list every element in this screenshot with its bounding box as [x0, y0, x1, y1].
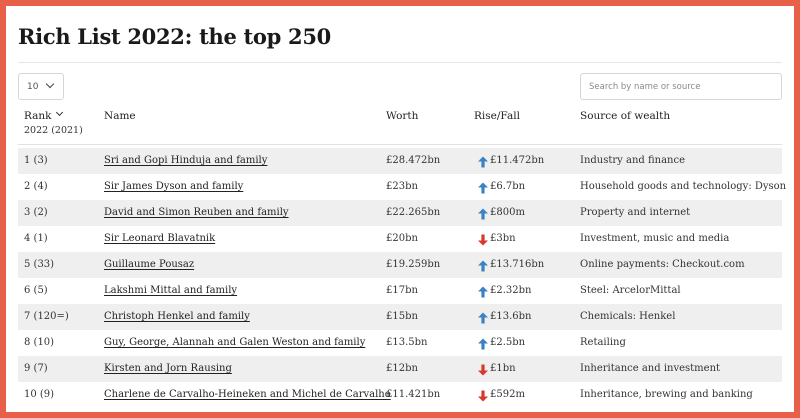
name-link[interactable]: David and Simon Reuben and family	[104, 207, 289, 218]
table-header: Rank 2022 (2021) Name Worth Rise/Fall So…	[6, 108, 794, 148]
source-cell: Property and internet	[580, 207, 691, 218]
worth-cell: £20bn	[386, 233, 418, 244]
page-size-value: 10	[27, 81, 39, 92]
rise-fall-cell: £13.6bn	[490, 311, 532, 322]
source-cell: Investment, music and media	[580, 233, 730, 244]
worth-cell: £23bn	[386, 181, 418, 192]
name-link[interactable]: Charlene de Carvalho-Heineken and Michel…	[104, 389, 391, 400]
table-row: 8 (10) Guy, George, Alannah and Galen Wes…	[18, 330, 782, 356]
rank-cell: 10 (9)	[24, 389, 55, 400]
title-divider	[18, 62, 782, 63]
name-link[interactable]: Lakshmi Mittal and family	[104, 285, 238, 296]
source-cell: Retailing	[580, 337, 626, 348]
arrow-down-icon	[478, 390, 488, 402]
arrow-up-icon	[478, 312, 488, 324]
rise-fall-cell: £13.716bn	[490, 259, 545, 270]
source-cell: Chemicals: Henkel	[580, 311, 676, 322]
rank-cell: 9 (7)	[24, 363, 48, 374]
rank-cell: 6 (5)	[24, 285, 48, 296]
rise-fall-cell: £592m	[490, 389, 525, 400]
page-size-select[interactable]: 10	[18, 73, 64, 100]
sort-chevron-icon	[55, 108, 63, 117]
rich-list-widget: Rich List 2022: the top 250 10 Rank 2022…	[6, 6, 794, 412]
worth-cell: £19.259bn	[386, 259, 441, 270]
table-body: 1 (3) Sri and Gopi Hinduja and family £28.…	[18, 148, 786, 408]
chevron-down-icon	[45, 79, 55, 89]
worth-cell: £12bn	[386, 363, 418, 374]
rise-fall-cell: £2.32bn	[490, 285, 532, 296]
worth-cell: £13.5bn	[386, 337, 428, 348]
worth-cell: £28.472bn	[386, 155, 441, 166]
header-divider	[18, 144, 782, 145]
table-row: 2 (4) Sir James Dyson and family £23bn £6.7…	[18, 174, 786, 200]
rank-cell: 8 (10)	[24, 337, 55, 348]
rise-fall-cell: £2.5bn	[490, 337, 526, 348]
table-row: 10 (9) Charlene de Carvalho-Heineken and …	[18, 382, 782, 408]
rise-fall-cell: £1bn	[490, 363, 516, 374]
worth-cell: £17bn	[386, 285, 418, 296]
name-link[interactable]: Guy, George, Alannah and Galen Weston an…	[104, 337, 366, 348]
rank-cell: 3 (2)	[24, 207, 48, 218]
name-link[interactable]: Christoph Henkel and family	[104, 311, 250, 322]
arrow-up-icon	[478, 182, 488, 194]
name-link[interactable]: Sir James Dyson and family	[104, 181, 244, 192]
table-row: 6 (5) Lakshmi Mittal and family £17bn £2.32…	[18, 278, 782, 304]
rise-fall-cell: £3bn	[490, 233, 516, 244]
table-row: 7 (120=) Christoph Henkel and family £15bn…	[18, 304, 782, 330]
arrow-up-icon	[478, 156, 488, 168]
rise-fall-cell: £6.7bn	[490, 181, 526, 192]
name-link[interactable]: Sri and Gopi Hinduja and family	[104, 155, 268, 166]
rank-cell: 1 (3)	[24, 155, 48, 166]
worth-cell: £22.265bn	[386, 207, 441, 218]
source-cell: Inheritance and investment	[580, 363, 721, 374]
rank-cell: 2 (4)	[24, 181, 48, 192]
column-header-rise-fall[interactable]: Rise/Fall	[474, 110, 520, 122]
name-link[interactable]: Guillaume Pousaz	[104, 259, 195, 270]
arrow-down-icon	[478, 234, 488, 246]
arrow-up-icon	[478, 338, 488, 350]
name-link[interactable]: Sir Leonard Blavatnik	[104, 233, 216, 244]
source-cell: Household goods and technology: Dyson	[580, 181, 787, 192]
source-cell: Industry and finance	[580, 155, 686, 166]
column-header-name[interactable]: Name	[104, 110, 136, 122]
rise-fall-cell: £800m	[490, 207, 525, 218]
source-cell: Online payments: Checkout.com	[580, 259, 745, 270]
source-cell: Inheritance, brewing and banking	[580, 389, 753, 400]
column-header-source[interactable]: Source of wealth	[580, 110, 671, 122]
arrow-up-icon	[478, 208, 488, 220]
page-title: Rich List 2022: the top 250	[18, 24, 331, 49]
source-cell: Steel: ArcelorMittal	[580, 285, 681, 296]
rank-subheader: 2022 (2021)	[24, 125, 83, 136]
table-row: 4 (1) Sir Leonard Blavatnik £20bn £3bn Inves…	[18, 226, 782, 252]
arrow-up-icon	[478, 260, 488, 272]
table-row: 5 (33) Guillaume Pousaz £19.259bn £13.716bn…	[18, 252, 782, 278]
name-link[interactable]: Kirsten and Jorn Rausing	[104, 363, 232, 374]
rise-fall-cell: £11.472bn	[490, 155, 545, 166]
rank-cell: 7 (120=)	[24, 311, 69, 322]
worth-cell: £15bn	[386, 311, 418, 322]
rank-header-label: Rank	[24, 110, 52, 122]
table-row: 1 (3) Sri and Gopi Hinduja and family £28.…	[18, 148, 782, 174]
arrow-up-icon	[478, 286, 488, 298]
column-header-worth[interactable]: Worth	[386, 110, 419, 122]
column-header-rank[interactable]: Rank	[24, 108, 63, 122]
rank-cell: 4 (1)	[24, 233, 48, 244]
search-input[interactable]	[580, 73, 782, 100]
rank-cell: 5 (33)	[24, 259, 55, 270]
table-row: 9 (7) Kirsten and Jorn Rausing £12bn £1bn In…	[18, 356, 782, 382]
worth-cell: £11.421bn	[386, 389, 441, 400]
arrow-down-icon	[478, 364, 488, 376]
table-row: 3 (2) David and Simon Reuben and family £2…	[18, 200, 782, 226]
